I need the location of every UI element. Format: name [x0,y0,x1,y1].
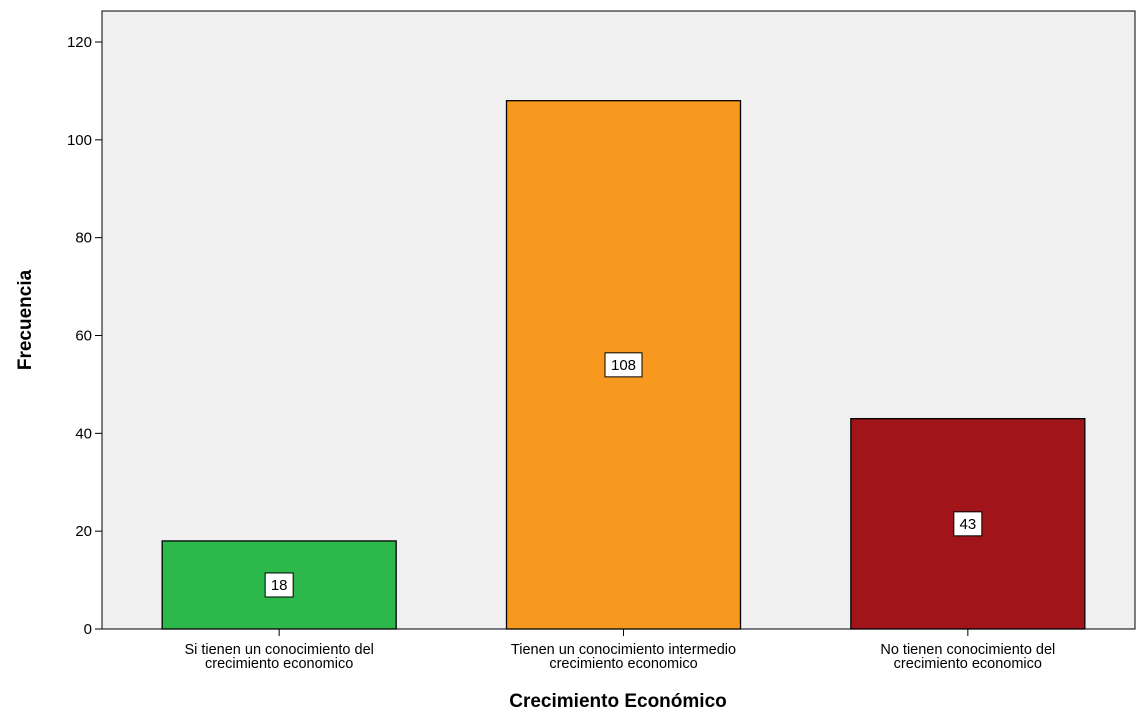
data-label: 18 [271,577,288,594]
x-tick-label: crecimiento economico [549,656,697,672]
x-tick-label: No tienen conocimiento del [880,642,1055,658]
x-axis: Si tienen un conocimiento delcrecimiento… [184,629,1055,672]
bars: 18 108 43 [161,100,1086,630]
y-axis-title: Frecuencia [15,269,36,370]
y-tick-label: 120 [67,34,92,51]
y-tick-label: 20 [75,523,92,540]
y-tick-label: 60 [75,328,92,345]
data-label-box [953,511,983,537]
y-tick-label: 0 [84,621,92,638]
x-tick-label: crecimiento economico [205,656,353,672]
x-tick-label: Tienen un conocimiento intermedio [511,642,736,658]
x-tick-label: Si tienen un conocimiento del [184,642,373,658]
data-label: 108 [611,357,636,374]
data-label-box [264,572,294,598]
x-axis-title: Crecimiento Económico [509,691,727,712]
y-tick-label: 100 [67,132,92,149]
data-label-box [604,352,643,378]
y-tick-label: 80 [75,230,92,247]
y-axis: 0 20 40 60 80 100 120 [67,34,102,638]
data-label: 43 [959,516,976,533]
y-tick-label: 40 [75,425,92,442]
x-tick-label: crecimiento economico [894,656,1042,672]
